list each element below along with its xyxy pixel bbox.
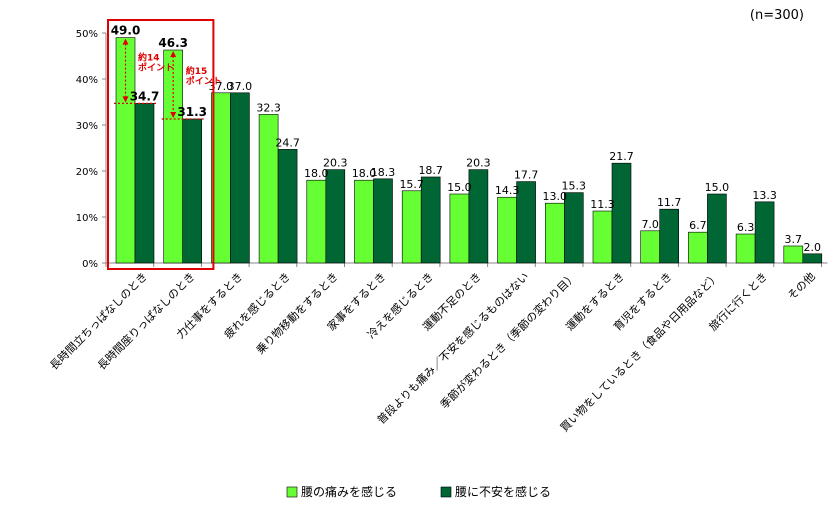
data-label: 20.3 [323, 157, 348, 170]
data-label: 46.3 [158, 36, 188, 50]
bar-pain [735, 233, 756, 264]
category-label: 長時間座りっぱなしのとき [94, 269, 197, 372]
annotation-label: 約14 [138, 52, 160, 64]
sample-size-note: (n=300) [750, 8, 804, 23]
highlight-box [107, 19, 215, 270]
y-tick-label: 0% [82, 259, 98, 270]
data-label: 18.0 [352, 167, 377, 180]
bar-pain [640, 230, 661, 264]
data-label: 6.7 [689, 219, 707, 232]
data-label: 34.7 [130, 89, 160, 103]
data-label: 6.3 [737, 221, 755, 234]
data-label: 15.0 [705, 181, 730, 194]
data-label: 3.7 [785, 233, 803, 246]
y-tick-label: 20% [76, 167, 98, 178]
bar-anxiety [611, 162, 632, 264]
data-label: 24.7 [275, 136, 300, 149]
data-label: 11.7 [657, 196, 682, 209]
bar-pain [783, 245, 804, 264]
legend-label-anxiety: 腰に不安を感じる [455, 484, 551, 499]
data-label: 7.0 [641, 218, 659, 231]
data-label: 20.3 [466, 157, 491, 170]
bar-anxiety [182, 118, 202, 264]
bar-anxiety [420, 176, 441, 264]
bar-pain [544, 202, 565, 264]
data-label: 18.0 [304, 167, 329, 180]
bar-pain [592, 210, 613, 264]
bar-anxiety [563, 192, 584, 264]
value-labels: 49.034.746.331.337.037.032.324.718.020.3… [111, 24, 821, 254]
legend-swatch-pain [286, 486, 298, 498]
y-tick-label: 10% [76, 213, 98, 224]
legend-swatch-anxiety [440, 486, 452, 498]
bar-pain [354, 179, 374, 264]
data-label: 15.7 [399, 178, 424, 191]
bar-pain [449, 193, 470, 264]
category-label: 買い物をしているとき（食品や日用品など） [557, 269, 722, 434]
bar-anxiety [277, 149, 298, 264]
data-label: 21.7 [609, 150, 634, 163]
data-label: 13.0 [543, 190, 568, 203]
bar-anxiety [468, 169, 489, 264]
bar-pain [497, 196, 517, 264]
legend: 腰の痛みを感じる 腰に不安を感じる [286, 484, 551, 499]
data-label: 15.0 [447, 181, 472, 194]
data-label: 2.0 [804, 241, 822, 254]
y-tick-label: 50% [76, 29, 98, 40]
category-label: 乗り物移動をするとき [253, 269, 341, 357]
annotation-label: ポイント [186, 75, 222, 87]
category-label: その他 [785, 270, 818, 303]
bar-anxiety [754, 201, 775, 264]
data-label: 17.7 [514, 169, 539, 182]
bar-anxiety [325, 169, 346, 264]
bar-pain [401, 190, 422, 264]
data-label: 31.3 [177, 105, 207, 119]
arrow-down-icon [122, 96, 129, 103]
arrow-up-icon [122, 38, 129, 45]
data-label: 49.0 [111, 24, 141, 38]
bar-anxiety [802, 253, 823, 264]
data-label: 37.0 [209, 80, 234, 93]
data-label: 13.3 [752, 189, 777, 202]
bar-anxiety [659, 208, 680, 264]
arrow-up-icon [170, 51, 177, 58]
category-label: 長時間立ちっぱなしのとき [47, 269, 150, 372]
bar-anxiety [373, 178, 393, 264]
bars [115, 37, 823, 264]
arrow-down-icon [170, 112, 177, 119]
bar-anxiety [230, 92, 250, 264]
bar-pain [306, 179, 327, 264]
annotation-label: 約15 [186, 65, 208, 77]
data-label: 15.3 [562, 180, 587, 193]
data-label: 37.0 [228, 80, 253, 93]
data-label: 11.3 [590, 198, 615, 211]
y-tick-label: 30% [76, 121, 98, 132]
category-labels: 長時間立ちっぱなしのとき長時間座りっぱなしのとき力仕事をするとき疲れを感じるとき… [47, 269, 818, 434]
data-label: 18.3 [371, 166, 396, 179]
legend-label-pain: 腰の痛みを感じる [301, 484, 397, 499]
bar-anxiety [707, 193, 727, 264]
bar-pain [115, 37, 136, 264]
y-tick-label: 40% [76, 75, 98, 86]
data-label: 32.3 [256, 101, 281, 114]
data-label: 14.3 [495, 184, 520, 197]
annotation-label: ポイント [138, 62, 174, 74]
bar-anxiety [516, 181, 536, 264]
bar-anxiety [134, 103, 155, 264]
data-label: 18.7 [418, 164, 443, 177]
bar-pain [688, 231, 708, 264]
